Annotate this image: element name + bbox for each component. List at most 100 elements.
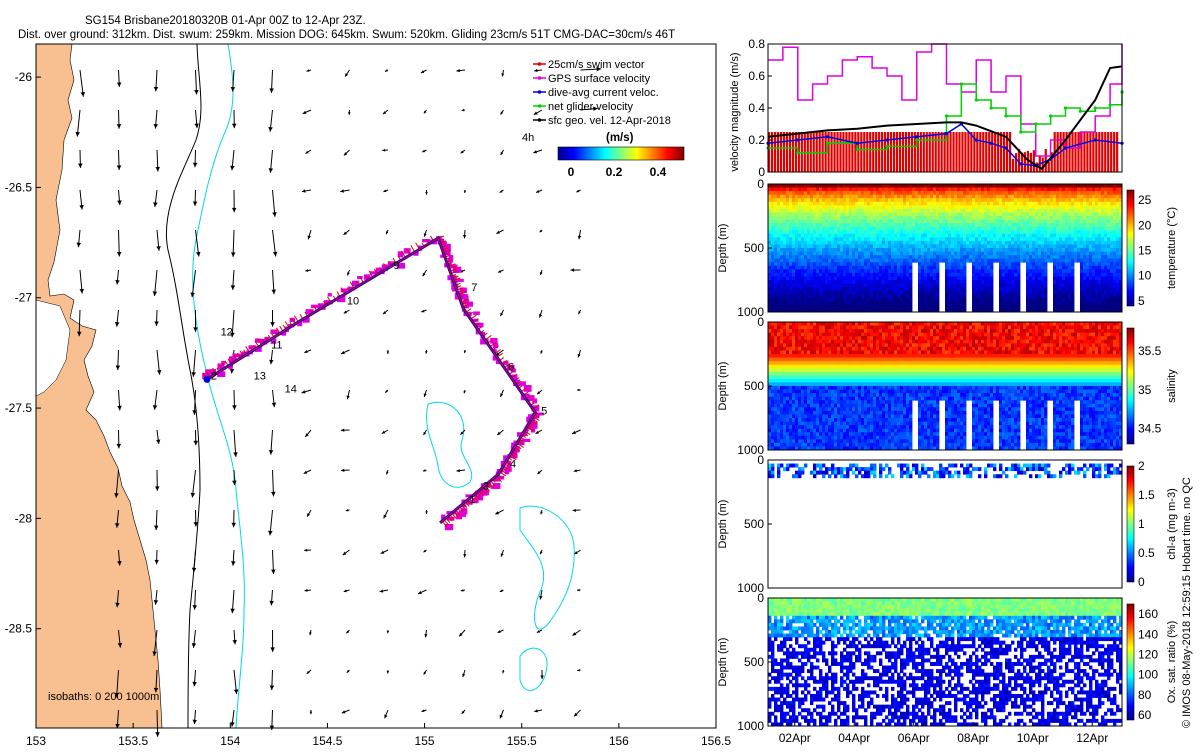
- section-cell: [789, 184, 792, 188]
- section-cell: [777, 354, 780, 358]
- section-cell: [1023, 248, 1026, 252]
- section-cell: [906, 269, 909, 273]
- section-cell: [960, 220, 963, 224]
- section-cell: [876, 227, 879, 231]
- section-cell: [840, 269, 843, 273]
- section-cell: [1038, 184, 1041, 188]
- section-cell: [831, 294, 834, 298]
- section-cell: [768, 411, 771, 415]
- section-cell: [876, 216, 879, 220]
- section-cell: [897, 298, 900, 302]
- section-cell: [858, 191, 861, 195]
- section-cell: [1032, 241, 1035, 245]
- section-cell: [771, 298, 774, 302]
- section-cell: [972, 248, 975, 252]
- section-cell: [1059, 198, 1062, 202]
- section-cell: [1005, 298, 1008, 302]
- section-cell: [1089, 223, 1092, 227]
- section-cell: [984, 237, 987, 241]
- section-cell: [825, 184, 828, 188]
- section-cell: [897, 294, 900, 298]
- section-cell: [1056, 287, 1059, 291]
- swim-vector-bar: [1063, 132, 1065, 172]
- section-cell: [819, 188, 822, 192]
- section-cell: [912, 198, 915, 202]
- section-cell: [810, 280, 813, 284]
- section-cell: [1059, 280, 1062, 284]
- section-cell: [1029, 294, 1032, 298]
- velocity-point: [1079, 110, 1082, 113]
- section-cell: [1053, 305, 1056, 309]
- section-cell: [1071, 205, 1074, 209]
- section-cell: [972, 291, 975, 295]
- section-cell: [1074, 237, 1077, 241]
- section-cell: [834, 202, 837, 206]
- section-cell: [855, 188, 858, 192]
- section-cell: [774, 336, 777, 340]
- velocity-ytick-label: 0.6: [748, 69, 765, 83]
- section-cell: [924, 294, 927, 298]
- section-cell: [939, 244, 942, 248]
- section-cell: [930, 216, 933, 220]
- section-cell: [1041, 291, 1044, 295]
- section-cell: [1062, 284, 1065, 288]
- section-cell: [969, 223, 972, 227]
- section-cell: [1104, 287, 1107, 291]
- section-cell: [864, 291, 867, 295]
- section-cell: [777, 333, 780, 337]
- section-cell: [786, 305, 789, 309]
- section-cell: [1107, 298, 1110, 302]
- section-cell: [987, 262, 990, 266]
- section-cell: [1029, 269, 1032, 273]
- section-cell: [1041, 191, 1044, 195]
- section-cell: [972, 212, 975, 216]
- section-cell: [768, 336, 771, 340]
- section-cell: [1035, 230, 1038, 234]
- section-cell: [1083, 212, 1086, 216]
- swim-vector-bar: [1098, 132, 1100, 172]
- section-cell: [1038, 191, 1041, 195]
- section-cell: [849, 259, 852, 263]
- section-cell: [1011, 252, 1014, 256]
- section-cell: [1083, 202, 1086, 206]
- section-cell: [975, 301, 978, 305]
- section-cell: [876, 262, 879, 266]
- section-cell: [981, 241, 984, 245]
- section-cell: [1107, 252, 1110, 256]
- section-cell: [1077, 220, 1080, 224]
- section-cell: [894, 291, 897, 295]
- section-cell: [966, 216, 969, 220]
- section-cell: [1017, 294, 1020, 298]
- section-cell: [1008, 287, 1011, 291]
- section-cell: [771, 372, 774, 376]
- section-cell: [1011, 195, 1014, 199]
- section-cell: [1047, 205, 1050, 209]
- section-cell: [1011, 262, 1014, 266]
- section-cell: [960, 230, 963, 234]
- section-cell: [807, 220, 810, 224]
- section-cell: [1047, 191, 1050, 195]
- section-cell: [933, 237, 936, 241]
- section-cell: [1038, 298, 1041, 302]
- section-cell: [1080, 227, 1083, 231]
- section-cell: [1086, 294, 1089, 298]
- section-cell: [879, 252, 882, 256]
- section-cell: [798, 244, 801, 248]
- section-cell: [891, 205, 894, 209]
- section-cell: [777, 340, 780, 344]
- section-cell: [831, 220, 834, 224]
- section-cell: [1035, 237, 1038, 241]
- section-cell: [786, 234, 789, 238]
- section-cell: [1080, 191, 1083, 195]
- swim-vector-bar: [893, 132, 895, 172]
- section-cell: [789, 294, 792, 298]
- section-cell: [945, 276, 948, 280]
- section-cell: [906, 262, 909, 266]
- section-cell: [1038, 220, 1041, 224]
- section-cell: [927, 294, 930, 298]
- section-cell: [1014, 255, 1017, 259]
- section-cell: [828, 248, 831, 252]
- section-cell: [1092, 212, 1095, 216]
- section-cell: [1008, 241, 1011, 245]
- section-cell: [1029, 209, 1032, 213]
